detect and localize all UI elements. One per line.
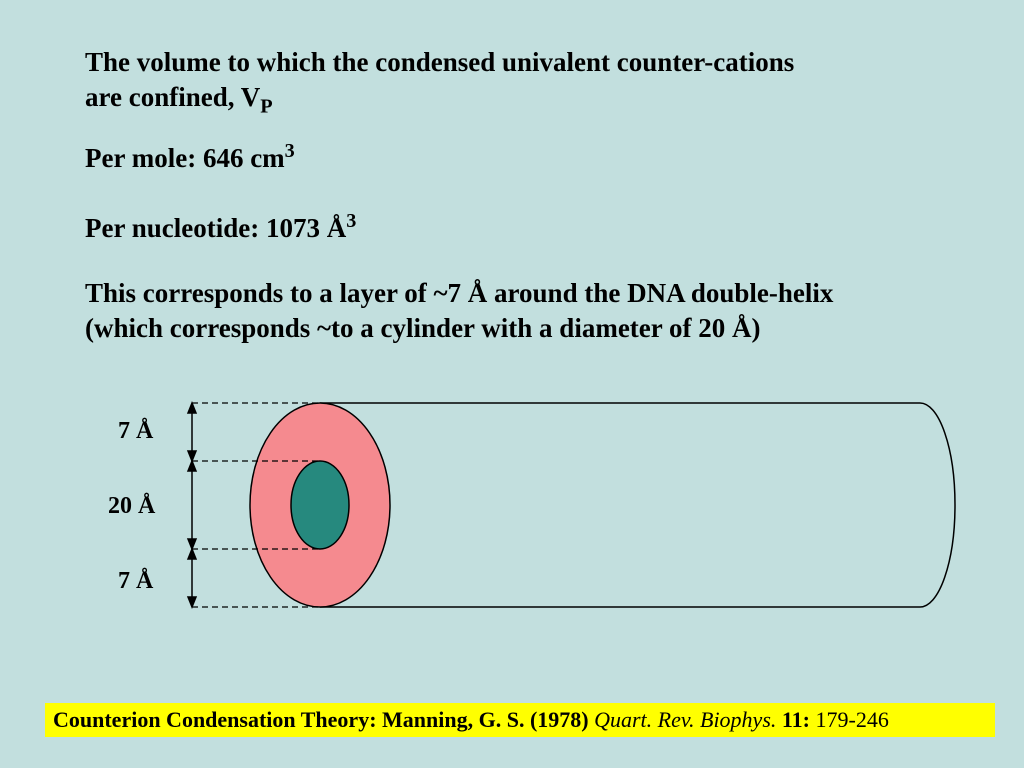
title-line2-sub: P	[260, 95, 272, 117]
per-mole-text: Per mole: 646 cm3	[85, 138, 295, 176]
layer-line1: This corresponds to a layer of ~7 Å arou…	[85, 278, 833, 308]
title-line1: The volume to which the condensed unival…	[85, 47, 794, 77]
per-nucleotide-text: Per nucleotide: 1073 Å3	[85, 208, 356, 246]
dim-label-bot: 7 Å	[118, 568, 153, 595]
layer-line2: (which corresponds ~to a cylinder with a…	[85, 313, 761, 343]
cylinder-diagram	[180, 400, 970, 615]
cylinder-right-cap	[920, 403, 955, 607]
citation-lead: Counterion Condensation Theory: Manning,…	[53, 707, 594, 732]
inner-ellipse	[291, 461, 349, 549]
dimension-axis	[188, 403, 196, 607]
per-mole-pre: Per mole: 646 cm	[85, 143, 285, 173]
citation-pages: 179-246	[816, 707, 889, 732]
dim-label-mid: 20 Å	[108, 493, 155, 520]
title-line2-pre: are confined, V	[85, 82, 260, 112]
layer-text: This corresponds to a layer of ~7 Å arou…	[85, 276, 985, 346]
citation-journal: Quart. Rev. Biophys.	[594, 707, 782, 732]
title-text: The volume to which the condensed unival…	[85, 45, 965, 120]
dim-label-top: 7 Å	[118, 418, 153, 445]
citation-volume: 11:	[782, 707, 816, 732]
per-nuc-sup: 3	[346, 210, 356, 232]
per-nuc-pre: Per nucleotide: 1073 Å	[85, 213, 346, 243]
per-mole-sup: 3	[285, 140, 295, 162]
slide: The volume to which the condensed unival…	[0, 0, 1024, 768]
citation-bar: Counterion Condensation Theory: Manning,…	[45, 703, 995, 737]
